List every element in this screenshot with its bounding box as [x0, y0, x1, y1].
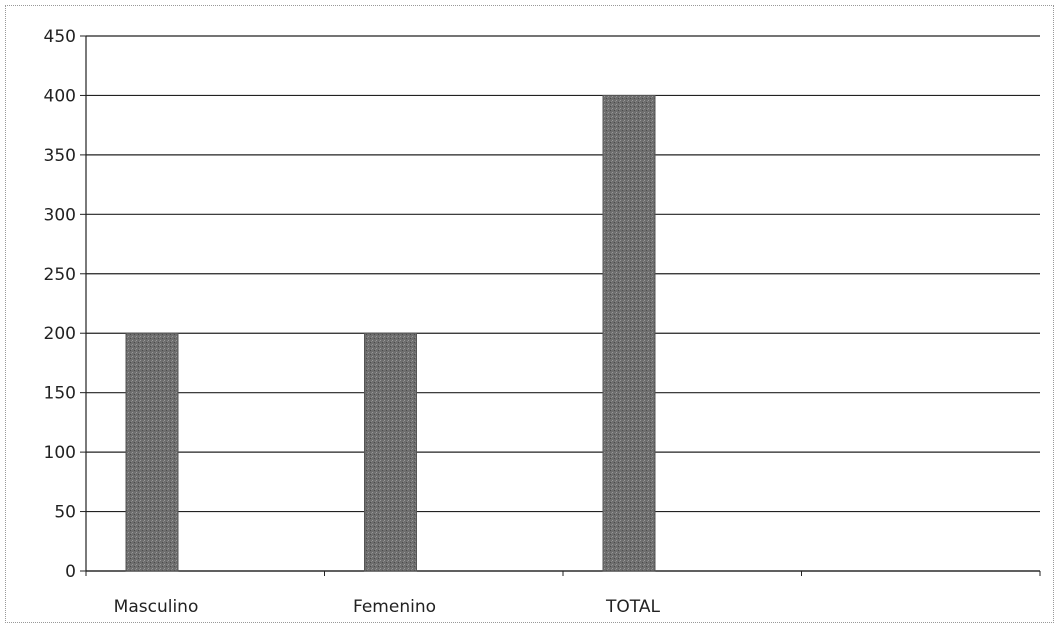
axes [80, 35, 1041, 576]
gridlines [86, 35, 1040, 572]
x-category-label: TOTAL [605, 597, 660, 617]
x-category-label: Femenino [353, 597, 436, 617]
bar-masculino [125, 332, 179, 572]
y-tick-label: 0 [65, 562, 76, 582]
y-tick-label: 350 [44, 146, 76, 166]
chart-frame [5, 5, 1054, 623]
labels: 0 50 100 150 200 250 300 350 400 450 Masculino Feme… [44, 27, 661, 617]
y-tick-label: 250 [44, 265, 76, 285]
y-tick-label: 50 [54, 503, 76, 523]
x-category-label: Masculino [114, 597, 199, 617]
bars [125, 94, 656, 572]
y-tick-label: 450 [44, 27, 76, 47]
y-tick-label: 200 [44, 324, 76, 344]
y-tick-label: 400 [44, 86, 76, 106]
y-tick-label: 100 [44, 443, 76, 463]
bar-femenino [364, 332, 417, 572]
bar-total [602, 94, 656, 572]
y-tick-label: 300 [44, 205, 76, 225]
y-tick-label: 150 [44, 384, 76, 404]
